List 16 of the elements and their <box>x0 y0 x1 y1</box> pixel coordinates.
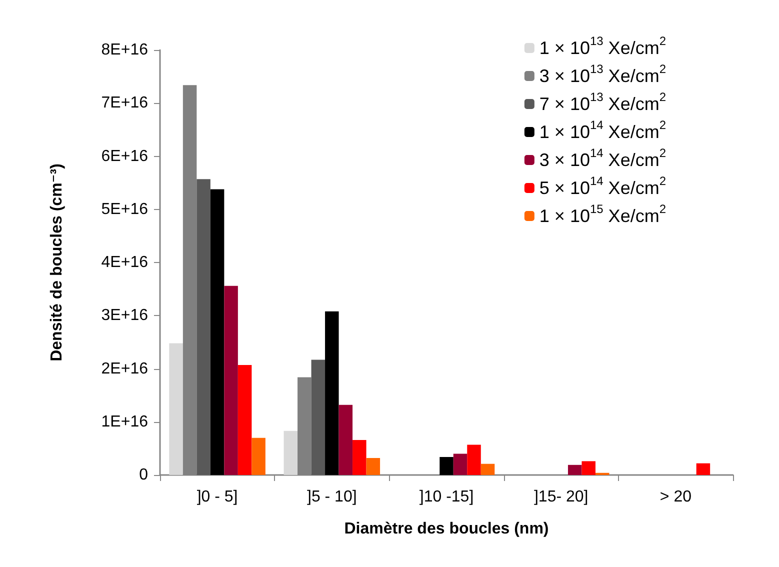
x-tick-label: ]5 - 10] <box>306 488 357 506</box>
x-axis-title: Diamètre des boucles (nm) <box>344 520 549 538</box>
y-tick-label: 4E+16 <box>101 254 148 271</box>
y-tick-label: 8E+16 <box>101 42 148 58</box>
y-tick-label: 1E+16 <box>101 413 148 430</box>
y-tick-label: 3E+16 <box>101 307 148 324</box>
x-tick-label: > 20 <box>660 488 692 506</box>
y-tick-label: 7E+16 <box>101 94 148 112</box>
y-tick-label: 0 <box>139 466 148 484</box>
y-axis-title: Densité de boucles (cm⁻³) <box>48 164 66 362</box>
x-tick-label: ]10 -15] <box>419 488 474 506</box>
y-tick-label: 2E+16 <box>101 360 148 378</box>
y-tick-label: 6E+16 <box>101 148 148 165</box>
x-tick-label: ]15- 20] <box>534 488 588 506</box>
x-tick-label: ]0 - 5] <box>196 488 238 506</box>
y-tick-label: 5E+16 <box>101 200 148 218</box>
